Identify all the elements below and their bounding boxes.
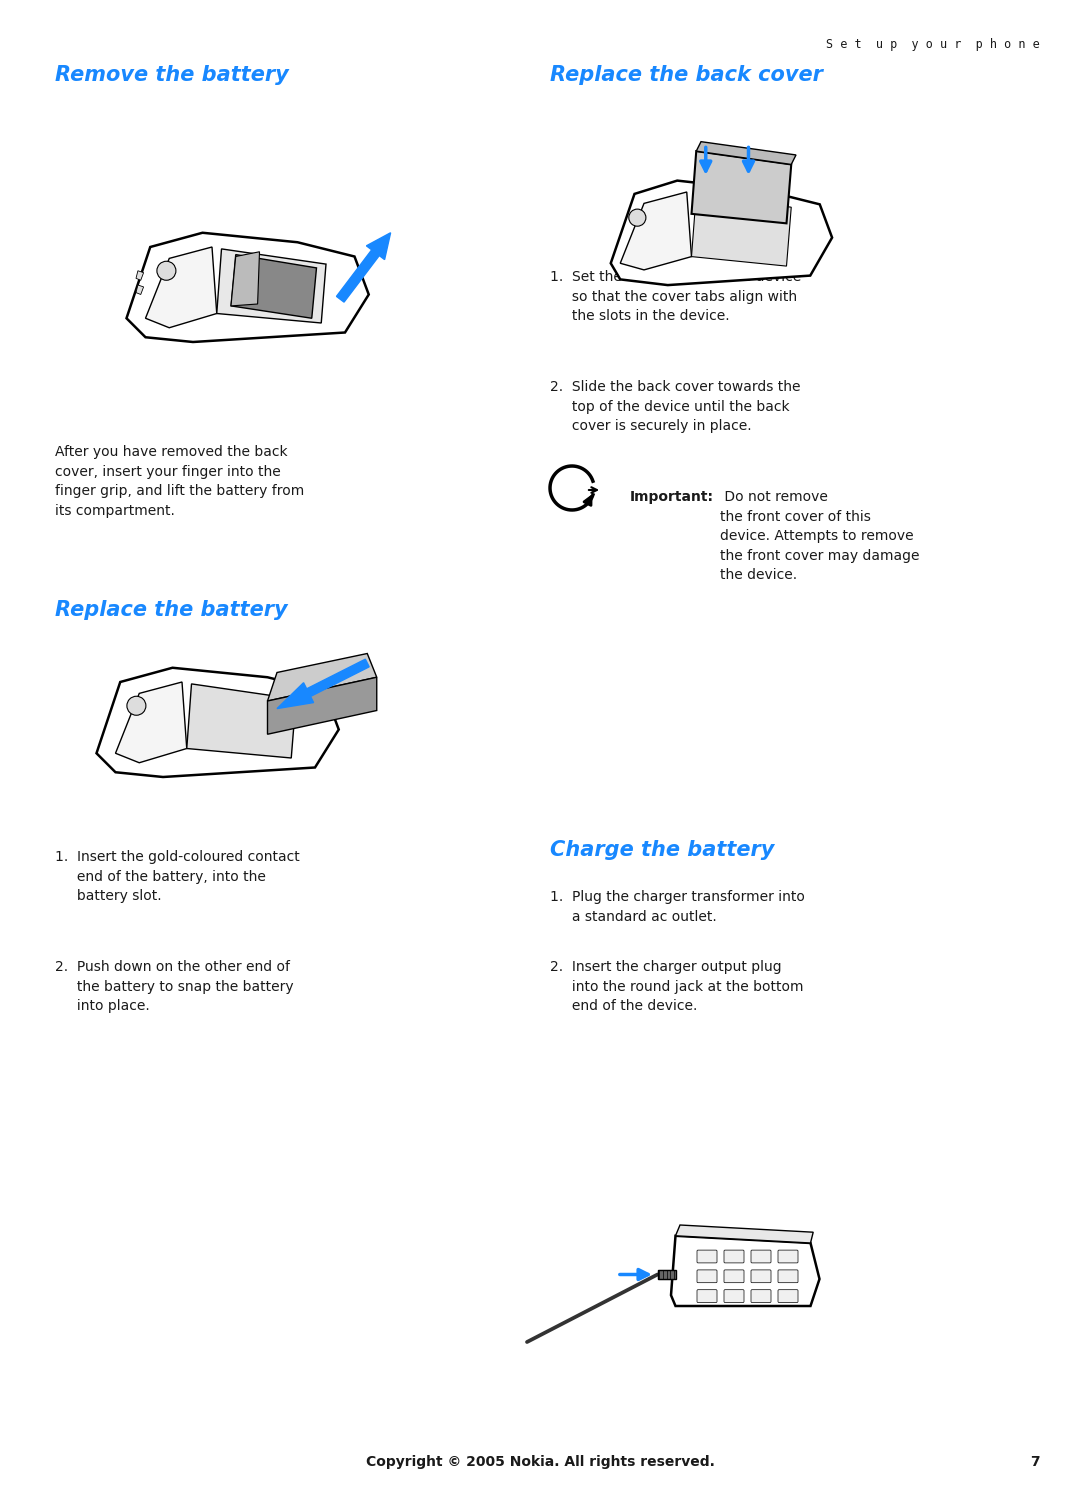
Text: Important:: Important: <box>630 491 714 504</box>
FancyArrowPatch shape <box>584 497 591 506</box>
Polygon shape <box>116 682 187 763</box>
FancyBboxPatch shape <box>724 1251 744 1263</box>
FancyArrowPatch shape <box>743 147 754 171</box>
FancyBboxPatch shape <box>697 1290 717 1303</box>
FancyBboxPatch shape <box>778 1251 798 1263</box>
FancyBboxPatch shape <box>778 1270 798 1282</box>
Polygon shape <box>187 684 296 758</box>
FancyBboxPatch shape <box>697 1270 717 1282</box>
Polygon shape <box>697 142 796 165</box>
FancyBboxPatch shape <box>751 1251 771 1263</box>
Polygon shape <box>620 191 691 269</box>
Text: After you have removed the back
cover, insert your finger into the
finger grip, : After you have removed the back cover, i… <box>55 444 305 518</box>
Text: 7: 7 <box>1030 1456 1040 1469</box>
Text: 1.  Set the back cover on the device
     so that the cover tabs align with
    : 1. Set the back cover on the device so t… <box>550 269 801 323</box>
Polygon shape <box>691 151 792 223</box>
Polygon shape <box>136 271 144 280</box>
Polygon shape <box>136 286 144 295</box>
Polygon shape <box>611 181 832 286</box>
Polygon shape <box>691 194 792 266</box>
Text: 1.  Plug the charger transformer into
     a standard ac outlet.: 1. Plug the charger transformer into a s… <box>550 890 805 923</box>
Polygon shape <box>268 654 377 702</box>
FancyBboxPatch shape <box>724 1270 744 1282</box>
Circle shape <box>127 696 146 715</box>
Polygon shape <box>96 667 339 776</box>
FancyBboxPatch shape <box>751 1290 771 1303</box>
FancyBboxPatch shape <box>724 1290 744 1303</box>
Text: 2.  Push down on the other end of
     the battery to snap the battery
     into: 2. Push down on the other end of the bat… <box>55 960 294 1013</box>
Polygon shape <box>658 1270 675 1279</box>
Polygon shape <box>337 233 391 302</box>
Polygon shape <box>671 1236 820 1306</box>
Text: Replace the back cover: Replace the back cover <box>550 64 823 85</box>
Polygon shape <box>276 660 369 709</box>
FancyArrowPatch shape <box>620 1270 648 1279</box>
Text: Remove the battery: Remove the battery <box>55 64 288 85</box>
Polygon shape <box>217 248 326 323</box>
Text: S e t  u p  y o u r  p h o n e: S e t u p y o u r p h o n e <box>826 37 1040 51</box>
Text: 1.  Insert the gold-coloured contact
     end of the battery, into the
     batt: 1. Insert the gold-coloured contact end … <box>55 850 300 904</box>
Text: Replace the battery: Replace the battery <box>55 600 287 619</box>
Circle shape <box>157 262 176 280</box>
Text: 2.  Insert the charger output plug
     into the round jack at the bottom
     e: 2. Insert the charger output plug into t… <box>550 960 804 1013</box>
FancyBboxPatch shape <box>751 1270 771 1282</box>
Text: Do not remove
the front cover of this
device. Attempts to remove
the front cover: Do not remove the front cover of this de… <box>720 491 919 582</box>
Polygon shape <box>231 251 259 305</box>
Polygon shape <box>268 678 377 735</box>
Polygon shape <box>675 1225 813 1243</box>
Text: 2.  Slide the back cover towards the
     top of the device until the back
     : 2. Slide the back cover towards the top … <box>550 380 800 432</box>
Circle shape <box>629 209 646 226</box>
Text: Charge the battery: Charge the battery <box>550 839 774 860</box>
FancyArrowPatch shape <box>701 147 711 171</box>
Polygon shape <box>146 247 217 328</box>
FancyBboxPatch shape <box>778 1290 798 1303</box>
Polygon shape <box>126 233 368 343</box>
Text: Copyright © 2005 Nokia. All rights reserved.: Copyright © 2005 Nokia. All rights reser… <box>365 1456 715 1469</box>
Bar <box>658 1270 671 1279</box>
Polygon shape <box>231 254 316 319</box>
FancyBboxPatch shape <box>697 1251 717 1263</box>
